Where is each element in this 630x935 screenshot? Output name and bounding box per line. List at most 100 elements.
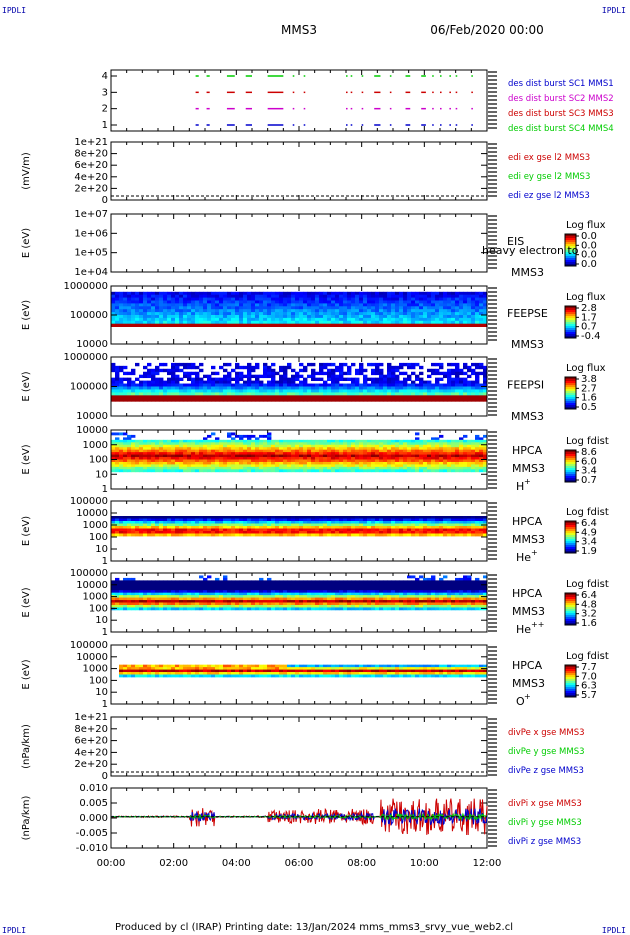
hpca_he1-cell bbox=[131, 521, 135, 524]
hpca_he1-cell bbox=[243, 529, 247, 532]
hpca_he1-cell bbox=[331, 524, 335, 527]
hpca_h-cell bbox=[267, 464, 271, 467]
feepse-cell bbox=[379, 321, 383, 324]
feepse-cell bbox=[215, 298, 219, 301]
hpca_he1-cell bbox=[339, 529, 343, 532]
feepse-cell bbox=[175, 306, 179, 309]
feepsi-cell bbox=[303, 398, 307, 401]
feepsi-cell bbox=[475, 378, 479, 381]
feepsi-cell bbox=[323, 389, 327, 392]
hpca_he1-cell bbox=[375, 521, 379, 524]
hpca_h-cell bbox=[319, 467, 323, 470]
hpca_h-cell bbox=[151, 457, 155, 460]
hpca_he1-cell bbox=[335, 524, 339, 527]
hpca_h-cell bbox=[151, 440, 155, 443]
feepse-cell bbox=[115, 292, 119, 295]
hpca_h-cell bbox=[315, 445, 319, 448]
feepsi-cell bbox=[279, 378, 283, 381]
hpca_h-cell bbox=[143, 469, 147, 472]
feepse-cell bbox=[311, 315, 315, 318]
feepsi-cell bbox=[123, 378, 127, 381]
feepse-cell bbox=[143, 318, 147, 321]
hpca_he1-cell bbox=[423, 534, 427, 537]
feepsi-cell bbox=[159, 369, 163, 372]
feepsi-cell bbox=[223, 395, 227, 398]
feepsi-cell bbox=[267, 389, 271, 392]
hpca_h-cell bbox=[175, 467, 179, 470]
hpca_he1-cell bbox=[475, 521, 479, 524]
feepsi-cell bbox=[367, 392, 371, 395]
feepse-cell bbox=[383, 303, 387, 306]
hpca_he1-cell bbox=[303, 521, 307, 524]
hpca_he1-cell bbox=[359, 516, 363, 519]
hpca_h-cell bbox=[315, 457, 319, 460]
feepse-cell bbox=[391, 309, 395, 312]
feepse-cell bbox=[459, 315, 463, 318]
hpca_h-cell bbox=[143, 447, 147, 450]
hpca_he1-cell bbox=[243, 519, 247, 522]
hpca_he1-cell bbox=[247, 529, 251, 532]
feepse-cell bbox=[395, 312, 399, 315]
feepse-cell bbox=[359, 321, 363, 324]
feepsi-cell bbox=[471, 384, 475, 387]
feepse-cell bbox=[303, 315, 307, 318]
feepsi-cell bbox=[267, 387, 271, 390]
hpca_h-cell bbox=[471, 464, 475, 467]
feepse-cell bbox=[299, 295, 303, 298]
hpca_he1-cell bbox=[327, 529, 331, 532]
hpca_he1-cell bbox=[267, 534, 271, 537]
hpca_h-cell bbox=[231, 462, 235, 465]
feepsi-cell bbox=[451, 363, 455, 366]
hpca_h-cell bbox=[371, 457, 375, 460]
hpca_he1-cell bbox=[327, 534, 331, 537]
feepsi-cell bbox=[195, 387, 199, 390]
hpca_he1-cell bbox=[299, 521, 303, 524]
hpca_he1-cell bbox=[379, 519, 383, 522]
feepsi-cell bbox=[455, 363, 459, 366]
hpca_he1-cell bbox=[467, 521, 471, 524]
hpca_h-cell bbox=[399, 442, 403, 445]
hpca_h-cell bbox=[379, 447, 383, 450]
feepse-cell bbox=[143, 315, 147, 318]
feepsi-cell bbox=[431, 372, 435, 375]
hpca_h-cell bbox=[195, 464, 199, 467]
hpca_h-cell bbox=[223, 452, 227, 455]
feepse-cell bbox=[215, 303, 219, 306]
hpca_he2-cell bbox=[111, 603, 115, 606]
hpca_he1-cell bbox=[343, 524, 347, 527]
feepse-cell bbox=[263, 303, 267, 306]
hpca_he1-cell bbox=[247, 521, 251, 524]
hpca_h-cell bbox=[155, 457, 159, 460]
hpca_h-cell bbox=[323, 452, 327, 455]
feepsi-cell bbox=[379, 378, 383, 381]
feepse-cell bbox=[139, 292, 143, 295]
hpca_h-cell bbox=[459, 452, 463, 455]
hpca_he1-cell bbox=[119, 521, 123, 524]
feepsi-cell bbox=[179, 387, 183, 390]
hpca_h-cell bbox=[287, 442, 291, 445]
hpca_h-cell bbox=[259, 435, 263, 438]
feepse-cell bbox=[339, 309, 343, 312]
feepse-cell bbox=[447, 295, 451, 298]
hpca_h-cell bbox=[203, 455, 207, 458]
hpca_he1-cell bbox=[319, 531, 323, 534]
feepsi-cell bbox=[379, 387, 383, 390]
feepse-cell bbox=[319, 292, 323, 295]
hpca_h-cell bbox=[307, 462, 311, 465]
feepsi-cell bbox=[207, 387, 211, 390]
hpca_he1-cell bbox=[151, 524, 155, 527]
hpca_h-cell bbox=[407, 447, 411, 450]
hpca_h-cell bbox=[223, 442, 227, 445]
feepse-cell bbox=[383, 301, 387, 304]
feepse-cell bbox=[431, 309, 435, 312]
feepse-cell bbox=[183, 306, 187, 309]
hpca_h-cell bbox=[327, 452, 331, 455]
hpca_h-cell bbox=[119, 457, 123, 460]
hpca_he1-cell bbox=[283, 516, 287, 519]
hpca_h-cell bbox=[315, 447, 319, 450]
edi-ytick-label: 2e+20 bbox=[74, 183, 108, 194]
hpca_h-cell bbox=[127, 437, 131, 440]
hpca_h-cell bbox=[319, 450, 323, 453]
hpca_h-cell bbox=[283, 457, 287, 460]
hpca_he1-cell bbox=[111, 529, 115, 532]
